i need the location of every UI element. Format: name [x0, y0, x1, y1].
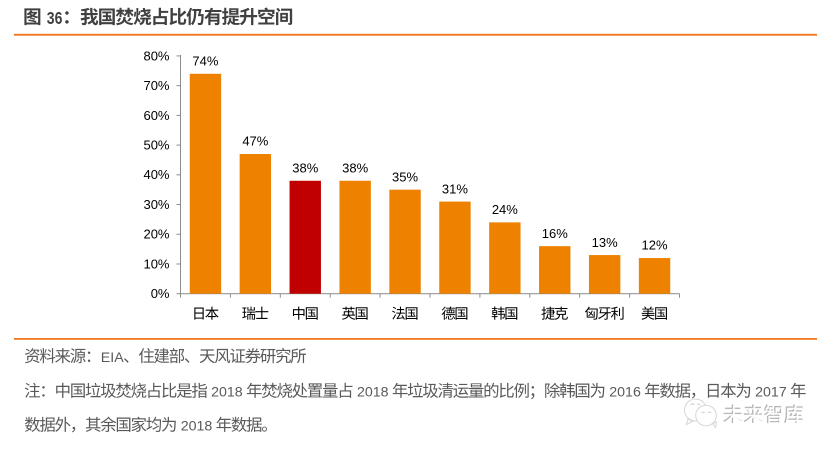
svg-text:74%: 74% — [192, 53, 218, 68]
svg-text:10%: 10% — [143, 256, 169, 271]
svg-text:36: 36 — [47, 8, 63, 28]
svg-text:60%: 60% — [143, 108, 169, 123]
svg-text:38%: 38% — [342, 160, 368, 175]
svg-text:12%: 12% — [642, 238, 668, 253]
svg-text:38%: 38% — [292, 160, 318, 175]
svg-text:EIA: EIA — [101, 350, 124, 366]
svg-text:31%: 31% — [442, 181, 468, 196]
svg-text:70%: 70% — [143, 78, 169, 93]
svg-text:13%: 13% — [592, 235, 618, 250]
svg-text:2017: 2017 — [755, 385, 787, 401]
svg-text:16%: 16% — [542, 226, 568, 241]
svg-text:47%: 47% — [242, 134, 268, 149]
svg-text:2016: 2016 — [609, 385, 641, 401]
svg-text:24%: 24% — [492, 202, 518, 217]
svg-text:0%: 0% — [151, 286, 170, 301]
svg-text:50%: 50% — [143, 138, 169, 153]
svg-text:2018: 2018 — [211, 385, 243, 401]
svg-text:30%: 30% — [143, 197, 169, 212]
svg-text:2018: 2018 — [357, 385, 389, 401]
svg-text:80%: 80% — [143, 48, 169, 63]
svg-text:40%: 40% — [143, 167, 169, 182]
svg-text:20%: 20% — [143, 227, 169, 242]
svg-text:35%: 35% — [392, 169, 418, 184]
svg-text:2018: 2018 — [181, 419, 213, 435]
